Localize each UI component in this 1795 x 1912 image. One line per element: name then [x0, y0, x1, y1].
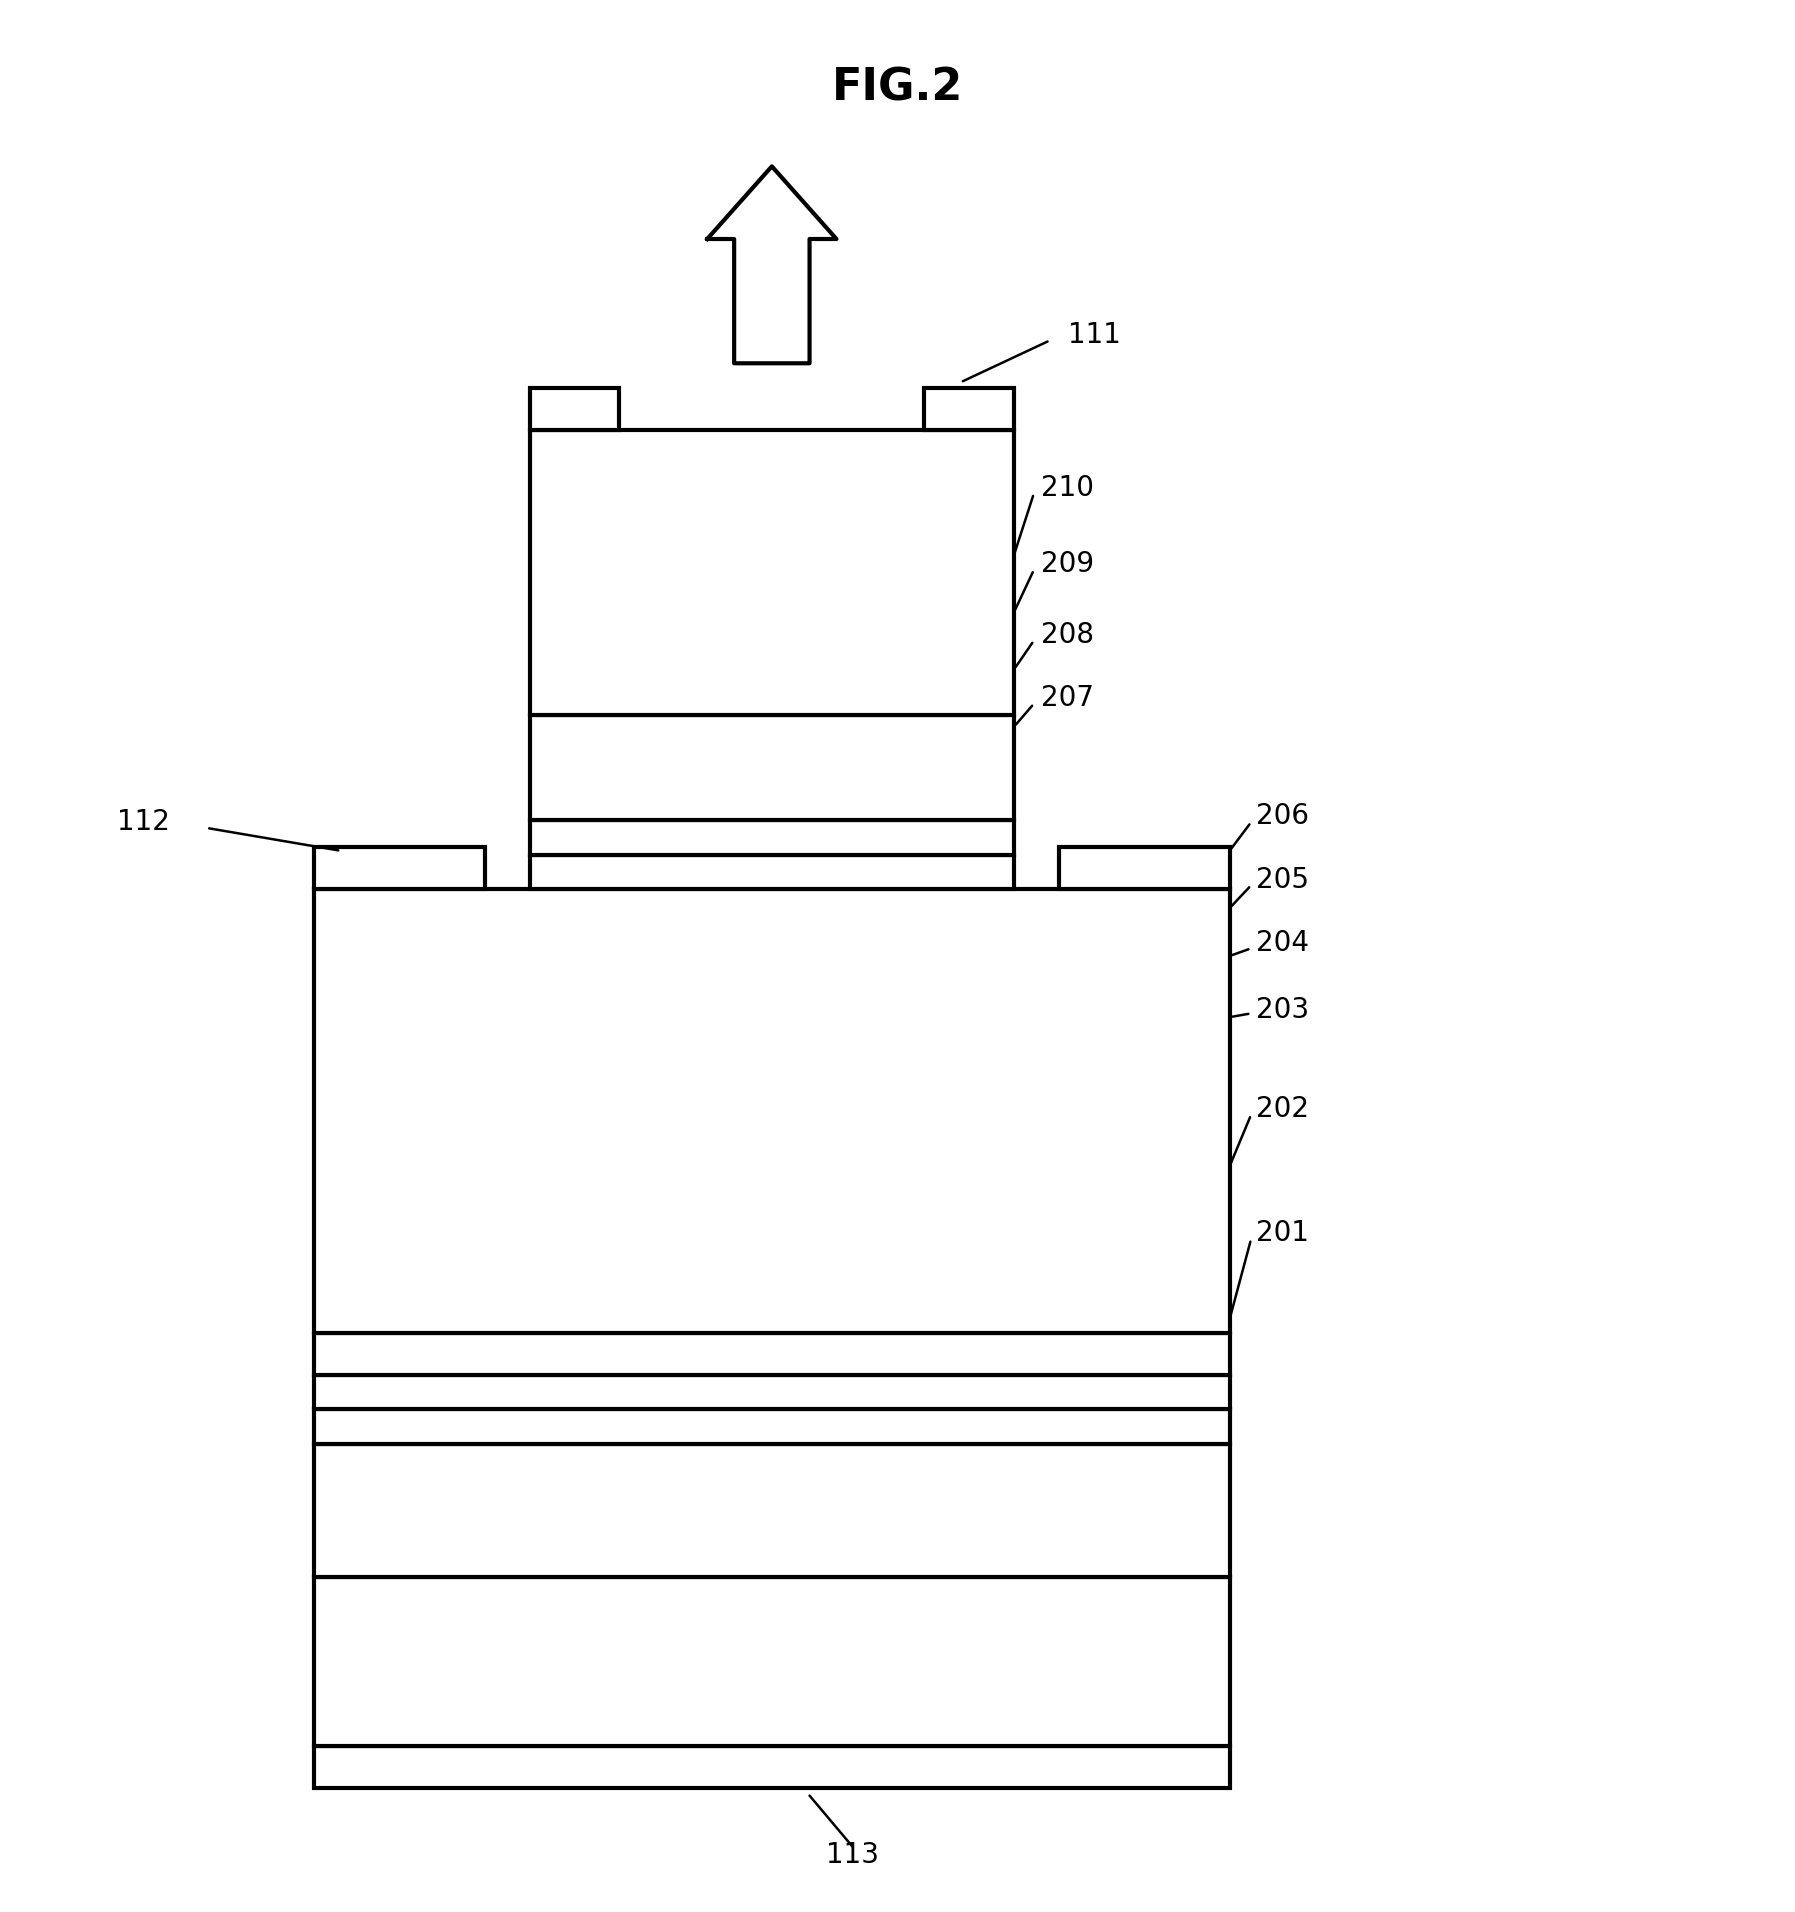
Text: 202: 202: [1256, 1096, 1310, 1122]
Bar: [530, 715, 1014, 820]
Text: 210: 210: [1041, 474, 1095, 501]
Bar: [314, 889, 1230, 1333]
Bar: [530, 820, 1014, 855]
Bar: [530, 855, 1014, 889]
Text: 208: 208: [1041, 621, 1095, 648]
Text: 112: 112: [117, 809, 169, 836]
Text: 204: 204: [1256, 929, 1310, 956]
Text: FIG.2: FIG.2: [831, 67, 964, 109]
Text: 113: 113: [826, 1841, 880, 1868]
Bar: [314, 847, 485, 889]
Bar: [924, 388, 1014, 430]
Bar: [314, 1444, 1230, 1577]
Text: 209: 209: [1041, 551, 1095, 577]
Text: 207: 207: [1041, 684, 1095, 711]
Bar: [530, 388, 619, 430]
Polygon shape: [707, 166, 836, 363]
Bar: [314, 1409, 1230, 1444]
Bar: [1059, 847, 1230, 889]
Bar: [314, 1746, 1230, 1788]
Bar: [314, 1577, 1230, 1746]
Bar: [314, 1333, 1230, 1375]
Text: 206: 206: [1256, 803, 1310, 830]
Text: 201: 201: [1256, 1220, 1310, 1247]
Text: 203: 203: [1256, 996, 1310, 1023]
Bar: [530, 430, 1014, 715]
Bar: [314, 1375, 1230, 1409]
Text: 205: 205: [1256, 866, 1310, 893]
Text: 111: 111: [1068, 321, 1120, 348]
